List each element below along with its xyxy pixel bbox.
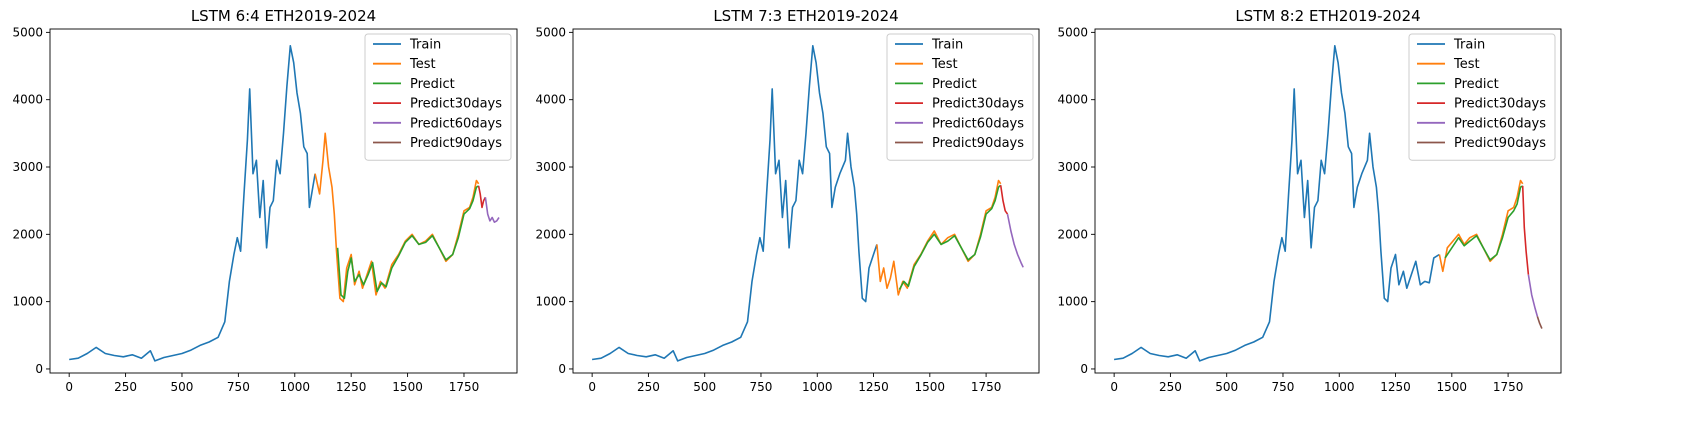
x-tick-label: 1750 xyxy=(1493,380,1524,394)
y-tick-label: 0 xyxy=(558,362,566,376)
legend-label: Predict90days xyxy=(410,136,502,151)
x-tick-label: 1500 xyxy=(392,380,423,394)
legend-label: Predict30days xyxy=(410,97,502,112)
series-line-predict xyxy=(898,184,1002,290)
axes-frame xyxy=(49,28,518,374)
chart-title: LSTM 8:2 ETH2019-2024 xyxy=(1235,7,1420,25)
x-tick-label: 250 xyxy=(1159,380,1182,394)
y-tick-label: 1000 xyxy=(535,295,566,309)
x-tick-label: 750 xyxy=(1272,380,1295,394)
y-tick-label: 0 xyxy=(1080,362,1088,376)
legend-label: Predict30days xyxy=(932,97,1024,112)
chart-panel-1: LSTM 6:4 ETH2019-2024 0 250 500 750 1000 1250 1… xyxy=(12,7,518,394)
legend-label: Test xyxy=(931,57,958,72)
y-tick-label: 0 xyxy=(35,362,43,376)
legend-label: Predict90days xyxy=(1454,136,1546,151)
legend-label: Train xyxy=(409,38,441,53)
legend-label: Predict60days xyxy=(1454,116,1546,131)
legend: Train Test Predict Predict30days Predict60da… xyxy=(1408,33,1556,161)
y-tick-label: 3000 xyxy=(12,160,43,174)
y-tick-label: 3000 xyxy=(1057,160,1088,174)
x-tick-label: 500 xyxy=(171,380,194,394)
legend-label: Predict60days xyxy=(932,116,1024,131)
x-tick-label: 0 xyxy=(588,380,596,394)
legend-box xyxy=(886,33,1034,161)
legend-label: Predict30days xyxy=(1454,97,1546,112)
series-lines xyxy=(1113,45,1543,362)
x-tick-label: 1250 xyxy=(336,380,367,394)
x-tick-label: 1750 xyxy=(971,380,1002,394)
legend-label: Train xyxy=(931,38,963,53)
y-tick-label: 3000 xyxy=(535,160,566,174)
x-tick-label: 500 xyxy=(693,380,716,394)
x-tick-label: 1500 xyxy=(1437,380,1468,394)
x-tick-label: 1500 xyxy=(915,380,946,394)
series-line-predict xyxy=(336,185,480,300)
series-line-predict60days xyxy=(484,197,500,223)
y-tick-label: 1000 xyxy=(12,295,43,309)
series-line-predict30days xyxy=(999,185,1009,215)
x-tick-label: 0 xyxy=(65,380,73,394)
x-tick-label: 1750 xyxy=(449,380,480,394)
chart-panel-3: LSTM 8:2 ETH2019-2024 0 250 500 750 1000 1250 1… xyxy=(1057,7,1562,394)
legend: Train Test Predict Predict30days Predict60da… xyxy=(364,33,512,161)
y-tick-label: 2000 xyxy=(12,227,43,241)
series-line-train xyxy=(591,45,878,362)
x-tick-label: 0 xyxy=(1110,380,1118,394)
y-tick-label: 1000 xyxy=(1057,295,1088,309)
y-tick-label: 2000 xyxy=(535,227,566,241)
series-lines xyxy=(591,45,1024,362)
legend-label: Test xyxy=(409,57,436,72)
x-tick-label: 250 xyxy=(114,380,137,394)
series-line-predict60days xyxy=(1006,213,1024,268)
legend-label: Test xyxy=(1453,57,1480,72)
series-line-train xyxy=(1113,45,1440,362)
series-line-test xyxy=(876,179,1002,296)
x-tick-label: 1000 xyxy=(802,380,833,394)
y-tick-label: 5000 xyxy=(1057,25,1088,39)
axes-frame xyxy=(572,28,1040,374)
y-tick-label: 4000 xyxy=(1057,93,1088,107)
legend-label: Predict60days xyxy=(410,116,502,131)
y-tick-label: 5000 xyxy=(535,25,566,39)
y-tick-label: 5000 xyxy=(12,25,43,39)
legend-box xyxy=(1408,33,1556,161)
chart-title: LSTM 6:4 ETH2019-2024 xyxy=(191,7,376,25)
series-line-predict60days xyxy=(1527,274,1539,317)
series-line-predict xyxy=(1444,185,1524,261)
legend-label: Train xyxy=(1453,38,1485,53)
series-line-predict90days xyxy=(1536,316,1543,329)
x-tick-label: 1000 xyxy=(280,380,311,394)
x-tick-label: 250 xyxy=(637,380,660,394)
series-line-predict30days xyxy=(1521,185,1530,275)
x-tick-label: 750 xyxy=(750,380,773,394)
y-tick-label: 4000 xyxy=(12,93,43,107)
y-tick-label: 2000 xyxy=(1057,227,1088,241)
series-line-predict30days xyxy=(477,185,487,209)
legend-label: Predict90days xyxy=(932,136,1024,151)
chart-title: LSTM 7:3 ETH2019-2024 xyxy=(713,7,898,25)
legend-label: Predict xyxy=(410,77,455,92)
x-tick-label: 750 xyxy=(227,380,250,394)
series-lines xyxy=(69,45,500,362)
legend-label: Predict xyxy=(1454,77,1499,92)
x-tick-label: 500 xyxy=(1215,380,1238,394)
series-line-train xyxy=(69,45,316,362)
x-tick-label: 1250 xyxy=(1380,380,1411,394)
legend: Train Test Predict Predict30days Predict60da… xyxy=(886,33,1034,161)
legend-box xyxy=(364,33,512,161)
chart-panel-2: LSTM 7:3 ETH2019-2024 0 250 500 750 1000 1250 1… xyxy=(535,7,1040,394)
y-tick-label: 4000 xyxy=(535,93,566,107)
axes-frame xyxy=(1094,28,1562,374)
x-tick-label: 1000 xyxy=(1324,380,1355,394)
x-tick-label: 1250 xyxy=(858,380,889,394)
legend-label: Predict xyxy=(932,77,977,92)
